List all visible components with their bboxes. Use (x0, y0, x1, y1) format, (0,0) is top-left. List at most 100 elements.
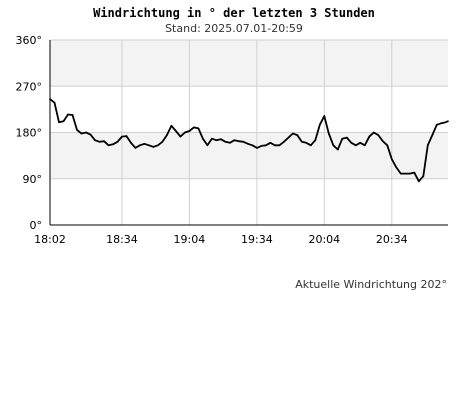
data-point (328, 132, 330, 135)
series-group (49, 98, 449, 183)
data-point (197, 127, 200, 130)
data-point (247, 143, 249, 145)
data-point (278, 144, 281, 147)
data-point (274, 144, 276, 147)
data-point (143, 143, 146, 145)
data-point (368, 135, 371, 138)
data-point (94, 139, 96, 141)
data-point (296, 134, 299, 136)
data-point (251, 144, 254, 147)
data-point (67, 113, 69, 116)
data-point (319, 124, 321, 126)
data-point (161, 141, 164, 143)
data-point (332, 144, 335, 147)
data-point (80, 132, 83, 135)
data-point (242, 141, 245, 143)
x-tick-label-1: 18:34 (106, 233, 138, 246)
data-point (364, 144, 366, 147)
data-point (359, 142, 362, 144)
y-tick-label-3: 270° (16, 80, 43, 93)
data-point (152, 146, 155, 148)
y-tick-label-2: 180° (16, 127, 43, 140)
axes (49, 40, 448, 226)
data-point (224, 141, 227, 143)
data-point (305, 142, 308, 144)
y-tick-label-0: 0° (30, 219, 43, 232)
data-point (166, 134, 168, 136)
data-point (323, 115, 326, 117)
data-point (202, 137, 204, 140)
data-point (238, 140, 240, 142)
data-point (287, 136, 290, 139)
data-point (341, 137, 344, 140)
data-point (170, 125, 173, 127)
x-tick-labels: 18:02 18:34 19:04 19:34 20:04 20:34 (34, 233, 407, 246)
current-wind-direction-note: Aktuelle Windrichtung 202° (295, 278, 447, 291)
data-point (447, 120, 449, 122)
data-point (98, 141, 101, 143)
data-point (134, 147, 137, 149)
data-point (220, 138, 222, 140)
data-point (386, 144, 389, 147)
data-point (269, 142, 272, 144)
data-point (355, 144, 357, 147)
data-point (229, 142, 231, 144)
data-point (422, 175, 425, 177)
data-point (179, 135, 182, 138)
data-point (314, 139, 317, 141)
data-point (215, 139, 218, 141)
data-point (292, 132, 294, 135)
y-tick-label-1: 90° (23, 173, 43, 186)
data-point (89, 133, 92, 136)
data-point (62, 120, 65, 122)
data-point (301, 141, 303, 143)
band-1 (50, 40, 448, 87)
data-point (373, 131, 375, 134)
data-point (188, 130, 191, 132)
data-point (85, 131, 87, 134)
data-point (103, 140, 105, 142)
data-point (400, 172, 402, 175)
data-point (184, 131, 186, 134)
data-point (418, 180, 420, 183)
x-tick-label-0: 18:02 (34, 233, 66, 246)
data-point (49, 98, 51, 100)
data-point (350, 142, 353, 144)
data-point (175, 130, 177, 132)
chart-title: Windrichtung in ° der letzten 3 Stunden (93, 6, 375, 20)
data-point (427, 144, 429, 147)
data-point (431, 134, 434, 136)
data-point (283, 141, 285, 143)
x-tick-label-5: 20:34 (376, 233, 408, 246)
data-point (395, 166, 398, 169)
data-point (440, 122, 443, 124)
data-point (125, 135, 128, 137)
data-point (148, 144, 150, 147)
data-point (157, 144, 159, 147)
data-point (58, 121, 60, 123)
data-point (409, 172, 411, 175)
data-point (260, 145, 263, 147)
y-tick-label-4: 360° (16, 34, 43, 47)
x-tick-label-2: 19:04 (174, 233, 206, 246)
data-point (121, 135, 123, 138)
data-point (413, 171, 416, 174)
data-point (130, 142, 132, 144)
data-point (76, 129, 78, 131)
data-point (391, 158, 393, 160)
band-0 (50, 132, 448, 179)
series-line-0 (49, 98, 449, 183)
data-point (211, 137, 213, 140)
data-point (310, 144, 312, 147)
data-point (107, 144, 110, 147)
data-point (382, 140, 384, 142)
data-point (337, 148, 339, 151)
x-tick-label-3: 19:34 (241, 233, 273, 246)
data-point (346, 136, 348, 139)
x-tick-label-4: 20:04 (308, 233, 340, 246)
data-point (206, 144, 209, 147)
data-point (193, 126, 195, 129)
data-point (71, 114, 74, 116)
data-point (404, 172, 407, 175)
